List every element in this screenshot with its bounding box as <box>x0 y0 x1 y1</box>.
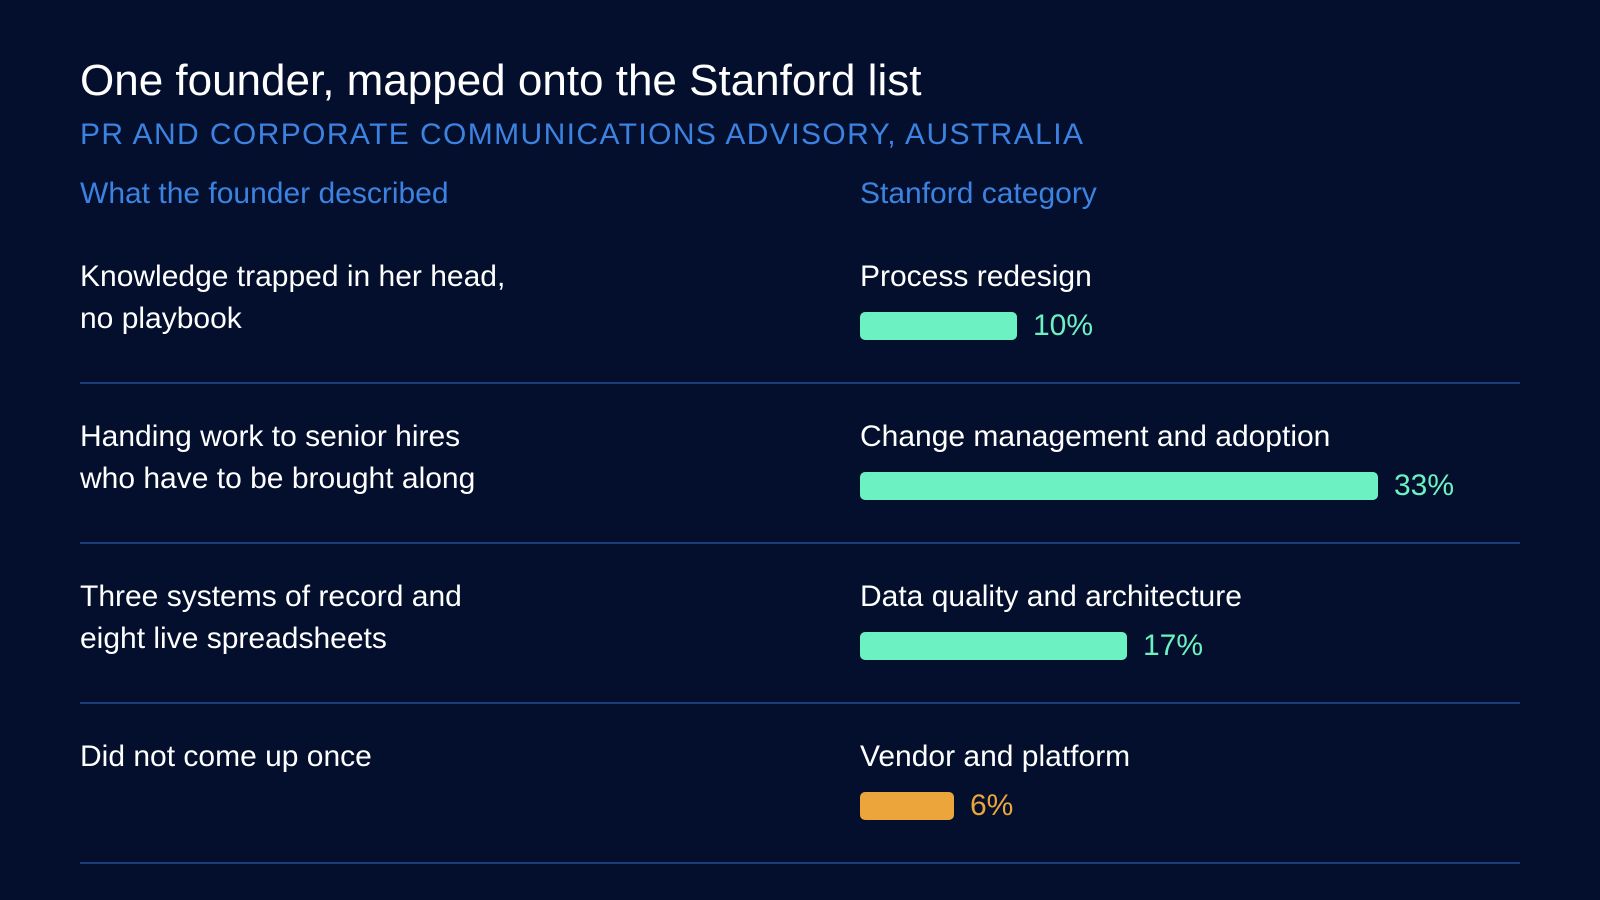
category-label: Change management and adoption <box>860 420 1331 453</box>
row-description: Knowledge trapped in her head, no playbo… <box>80 260 506 335</box>
table-row: Three systems of record and eight live s… <box>80 544 1520 704</box>
row-description: Did not come up once <box>80 740 372 773</box>
bar-group: 10% <box>860 309 1094 342</box>
table-row: Did not come up once Vendor and platform 6… <box>80 704 1520 864</box>
bar <box>860 792 954 820</box>
row-description: Three systems of record and eight live s… <box>80 580 462 655</box>
bar-group: 17% <box>860 629 1204 662</box>
bar <box>860 632 1127 660</box>
table-row: Handing work to senior hires who have to… <box>80 384 1520 544</box>
data-label: 33% <box>1394 469 1455 502</box>
table-row: Knowledge trapped in her head, no playbo… <box>80 224 1520 384</box>
page-subtitle: PR AND CORPORATE COMMUNICATIONS ADVISORY… <box>80 118 1085 151</box>
data-label: 6% <box>970 789 1014 822</box>
category-label: Data quality and architecture <box>860 580 1242 613</box>
bar <box>860 312 1017 340</box>
column-header-description: What the founder described <box>80 177 449 210</box>
mapping-table: Knowledge trapped in her head, no playbo… <box>80 224 1520 864</box>
data-label: 10% <box>1033 309 1094 342</box>
category-label: Vendor and platform <box>860 740 1131 773</box>
bar-group: 6% <box>860 789 1014 822</box>
column-header-category: Stanford category <box>860 177 1097 210</box>
data-label: 17% <box>1143 629 1204 662</box>
bar-group: 33% <box>860 469 1455 502</box>
page-title: One founder, mapped onto the Stanford li… <box>80 56 922 105</box>
row-description: Handing work to senior hires who have to… <box>80 420 476 495</box>
category-label: Process redesign <box>860 260 1092 293</box>
bar <box>860 472 1378 500</box>
